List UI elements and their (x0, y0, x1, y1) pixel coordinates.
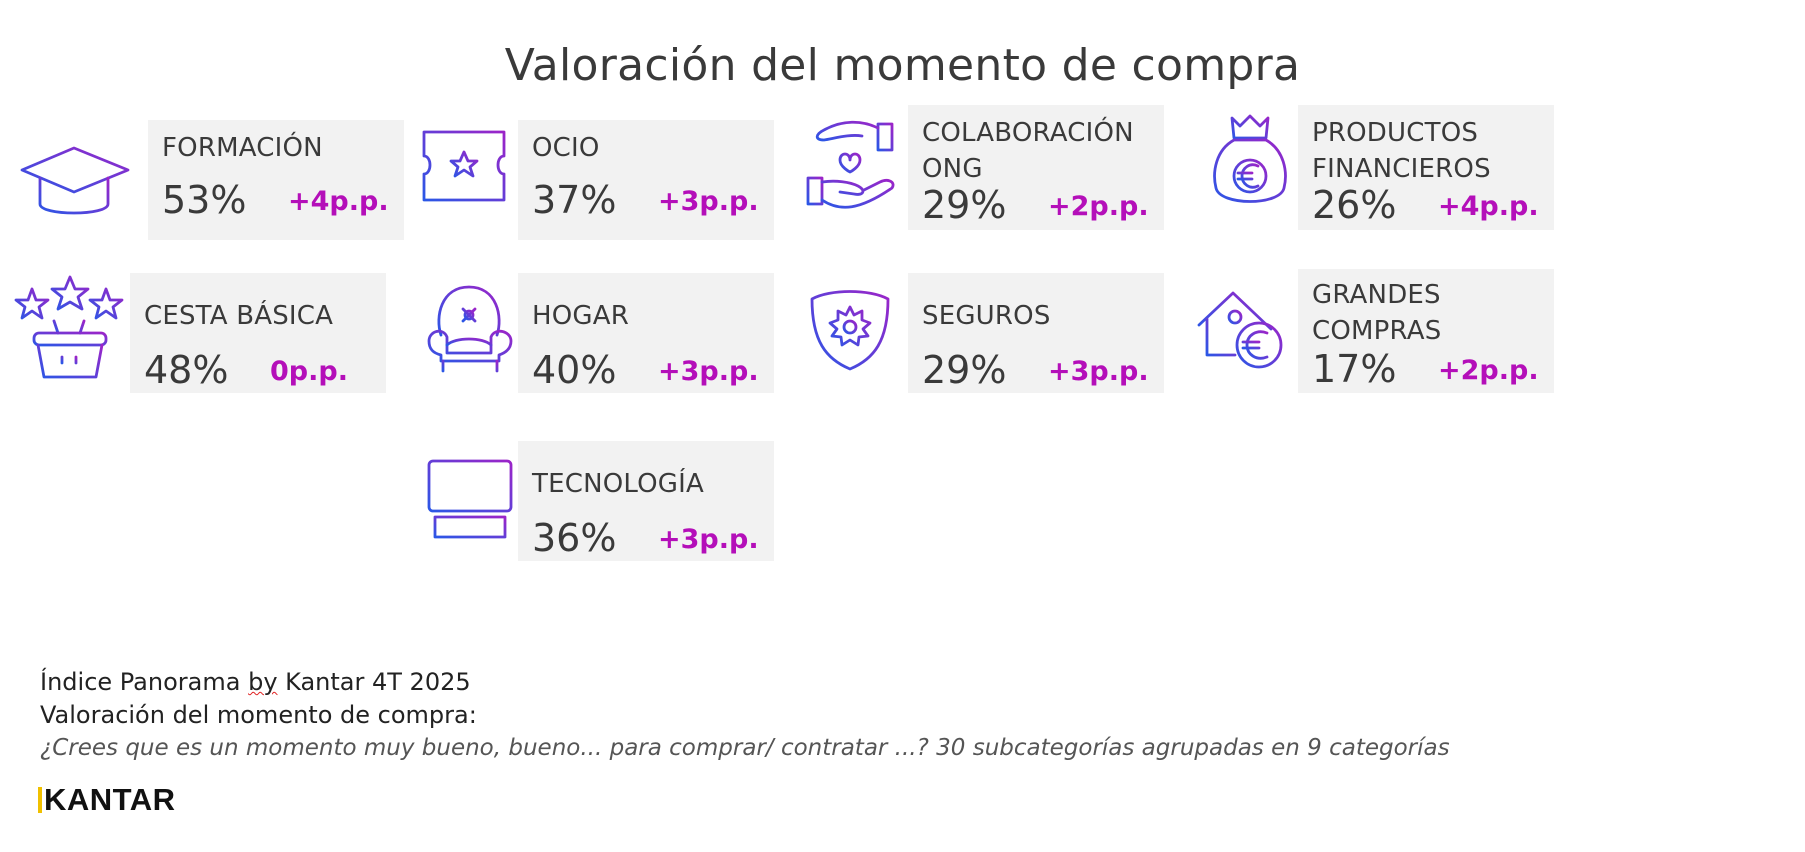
ticket-star-icon (418, 128, 510, 208)
category-percentage: 48% (144, 348, 229, 392)
basket-stars-icon (14, 273, 124, 383)
category-change: +4p.p. (288, 186, 389, 217)
category-label: TECNOLOGÍA (532, 469, 705, 499)
category-percentage: 29% (922, 183, 1007, 227)
category-change: +2p.p. (1048, 191, 1149, 222)
page-title: Valoración del momento de compra (504, 40, 1301, 91)
armchair-icon (425, 283, 515, 375)
category-percentage: 26% (1312, 183, 1397, 227)
category-label: SEGUROS (922, 301, 1051, 331)
laptop-icon (425, 457, 515, 541)
question-title: Valoración del momento de compra: (40, 701, 477, 729)
category-label: CESTA BÁSICA (144, 301, 334, 331)
category-card: PRODUCTOS FINANCIEROS 26% +4p.p. (1298, 105, 1554, 230)
category-change: +3p.p. (1048, 356, 1149, 387)
category-change: 0p.p. (270, 356, 348, 387)
category-card: OCIO 37% +3p.p. (518, 120, 774, 240)
graduation-cap-icon (18, 140, 136, 250)
category-percentage: 29% (922, 348, 1007, 392)
category-label: COLABORACIÓN ONG (922, 118, 1134, 184)
category-card: SEGUROS 29% +3p.p. (908, 273, 1164, 393)
category-label: FORMACIÓN (162, 133, 323, 163)
category-change: +3p.p. (658, 524, 759, 555)
hands-heart-icon (806, 120, 898, 216)
category-label: PRODUCTOS FINANCIEROS (1312, 118, 1491, 184)
category-card: FORMACIÓN 53% +4p.p. (148, 120, 404, 240)
kantar-logo: KANTAR (38, 782, 176, 818)
category-change: +3p.p. (658, 186, 759, 217)
category-percentage: 37% (532, 178, 617, 222)
money-bag-euro-icon (1212, 114, 1288, 214)
category-percentage: 40% (532, 348, 617, 392)
category-label: OCIO (532, 133, 600, 163)
category-card: HOGAR 40% +3p.p. (518, 273, 774, 393)
category-change: +2p.p. (1438, 355, 1539, 386)
footnote: Índice Panorama by Kantar 4T 2025 Valora… (40, 666, 1450, 765)
category-label: HOGAR (532, 301, 630, 331)
house-euro-icon (1197, 289, 1287, 369)
category-card: GRANDES COMPRAS 17% +2p.p. (1298, 269, 1554, 393)
category-percentage: 53% (162, 178, 247, 222)
category-card: TECNOLOGÍA 36% +3p.p. (518, 441, 774, 561)
category-card: COLABORACIÓN ONG 29% +2p.p. (908, 105, 1164, 230)
shield-gear-icon (808, 285, 892, 373)
category-label: GRANDES COMPRAS (1312, 280, 1442, 346)
category-change: +3p.p. (658, 356, 759, 387)
source-line: Índice Panorama by Kantar 4T 2025 (40, 668, 471, 696)
category-change: +4p.p. (1438, 191, 1539, 222)
category-card: CESTA BÁSICA 48% 0p.p. (130, 273, 386, 393)
category-percentage: 17% (1312, 347, 1397, 391)
category-percentage: 36% (532, 516, 617, 560)
question-text: ¿Crees que es un momento muy bueno, buen… (40, 735, 1450, 761)
